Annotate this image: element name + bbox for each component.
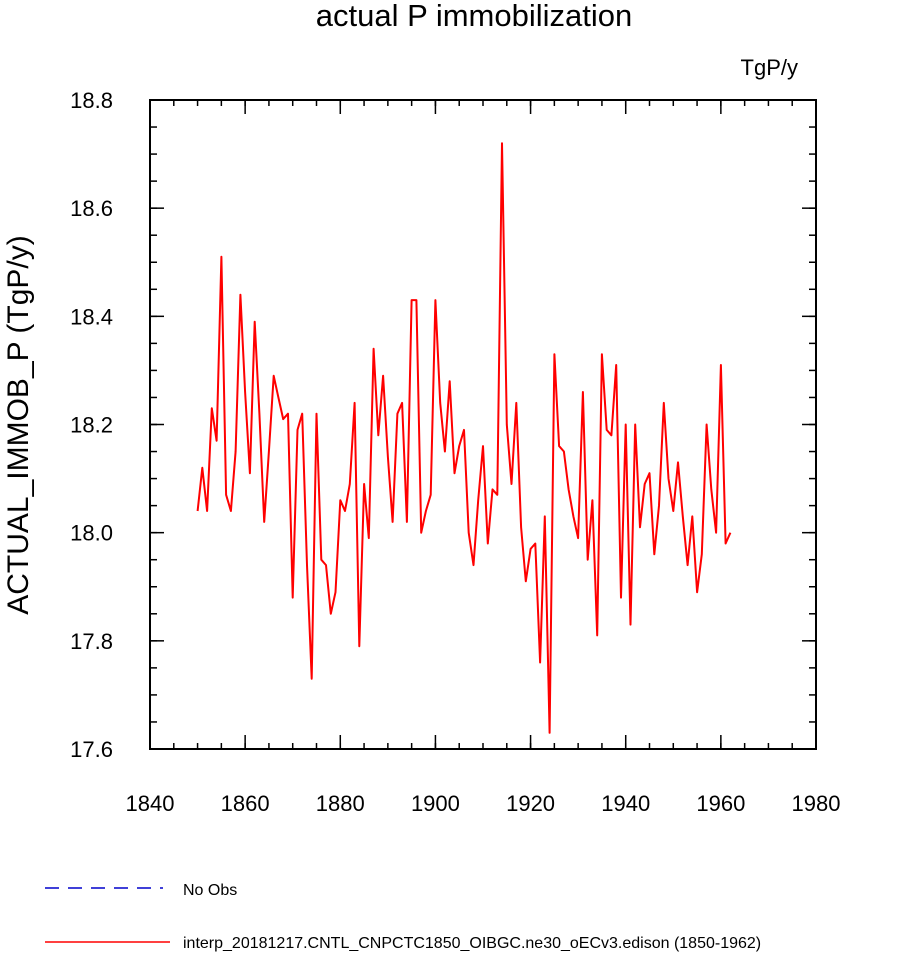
major-ticks bbox=[149, 99, 817, 750]
x-tick-label: 1860 bbox=[221, 791, 270, 816]
x-tick-label: 1900 bbox=[411, 791, 460, 816]
y-tick-label: 18.8 bbox=[70, 88, 113, 113]
x-tick-label: 1920 bbox=[506, 791, 555, 816]
series-group bbox=[196, 142, 732, 734]
y-tick-label: 17.8 bbox=[70, 629, 113, 654]
x-tick-label: 1960 bbox=[696, 791, 745, 816]
legend-label-model: interp_20181217.CNTL_CNPCTC1850_OIBGC.ne… bbox=[183, 935, 761, 952]
plot-frame bbox=[149, 99, 817, 750]
minor-ticks bbox=[149, 99, 817, 750]
y-tick-label: 18.0 bbox=[70, 521, 113, 546]
chart-title: actual P immobilization bbox=[316, 0, 632, 33]
y-tick-label: 17.6 bbox=[70, 737, 113, 762]
x-tick-label: 1940 bbox=[601, 791, 650, 816]
legend-label-no-obs: No Obs bbox=[183, 882, 237, 899]
y-axis-label: ACTUAL_IMMOB_P (TgP/y) bbox=[2, 235, 35, 615]
x-tick-label: 1840 bbox=[126, 791, 175, 816]
units-label: TgP/y bbox=[741, 55, 798, 80]
y-tick-label: 18.2 bbox=[70, 413, 113, 438]
legend: No Obs interp_20181217.CNTL_CNPCTC1850_O… bbox=[45, 882, 761, 952]
series-line-1 bbox=[196, 142, 732, 734]
tick-labels: 1840 1860 1880 1900 1920 1940 1960 1980 17.6 17.8… bbox=[70, 88, 840, 816]
y-tick-label: 18.4 bbox=[70, 304, 113, 329]
y-tick-label: 18.6 bbox=[70, 196, 113, 221]
x-tick-label: 1980 bbox=[792, 791, 841, 816]
x-tick-label: 1880 bbox=[316, 791, 365, 816]
